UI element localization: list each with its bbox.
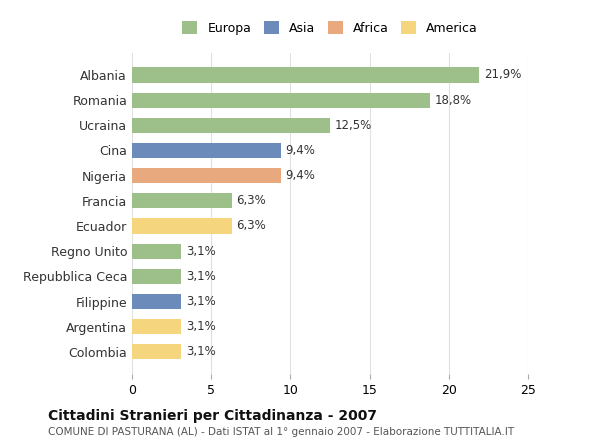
Text: 9,4%: 9,4% xyxy=(286,144,316,157)
Text: 18,8%: 18,8% xyxy=(434,94,472,106)
Text: Cittadini Stranieri per Cittadinanza - 2007: Cittadini Stranieri per Cittadinanza - 2… xyxy=(48,409,377,423)
Text: 9,4%: 9,4% xyxy=(286,169,316,182)
Bar xyxy=(132,168,281,183)
Bar xyxy=(132,92,430,108)
Text: 3,1%: 3,1% xyxy=(186,295,215,308)
Text: 3,1%: 3,1% xyxy=(186,345,215,358)
Text: COMUNE DI PASTURANA (AL) - Dati ISTAT al 1° gennaio 2007 - Elaborazione TUTTITAL: COMUNE DI PASTURANA (AL) - Dati ISTAT al… xyxy=(48,427,514,437)
Bar xyxy=(132,269,181,284)
Text: 3,1%: 3,1% xyxy=(186,270,215,283)
Text: 6,3%: 6,3% xyxy=(236,220,266,232)
Text: 6,3%: 6,3% xyxy=(236,194,266,207)
Legend: Europa, Asia, Africa, America: Europa, Asia, Africa, America xyxy=(179,17,481,38)
Bar xyxy=(132,67,479,83)
Bar xyxy=(132,294,181,309)
Text: 3,1%: 3,1% xyxy=(186,320,215,333)
Bar xyxy=(132,193,232,209)
Bar xyxy=(132,118,330,133)
Bar xyxy=(132,319,181,334)
Bar xyxy=(132,344,181,359)
Text: 3,1%: 3,1% xyxy=(186,245,215,258)
Bar xyxy=(132,244,181,259)
Text: 12,5%: 12,5% xyxy=(335,119,372,132)
Bar xyxy=(132,143,281,158)
Bar xyxy=(132,218,232,234)
Text: 21,9%: 21,9% xyxy=(484,69,521,81)
